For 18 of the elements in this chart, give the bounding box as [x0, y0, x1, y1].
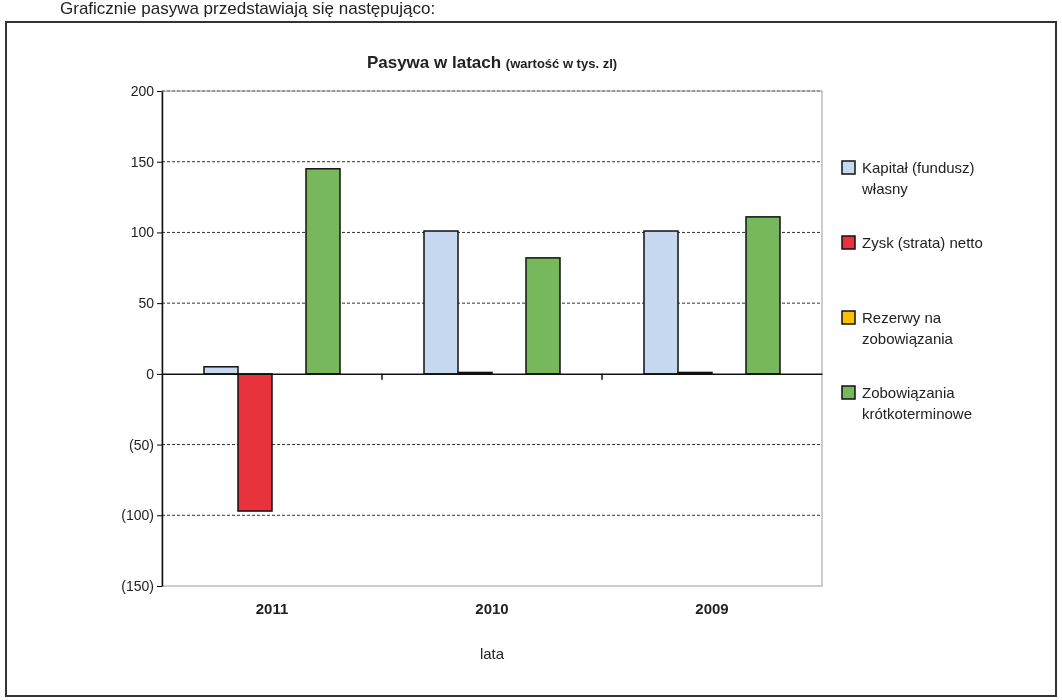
- legend-label: Kapitał (fundusz) własny: [861, 159, 975, 197]
- x-tick-label: 2010: [475, 600, 509, 617]
- x-tick-label: 2009: [695, 600, 729, 617]
- legend-label: Zobowiązania krótkoterminowe: [862, 384, 973, 422]
- text: Graficznie pasywa przedstawiają się następująco:: [60, 0, 436, 18]
- chart-title: Pasywa w latach (wartość w tys. zl): [366, 53, 618, 72]
- y-tick-label: 0: [146, 365, 155, 382]
- legend-label: Zysk (strata) netto: [862, 234, 983, 251]
- y-tick-label: (100): [121, 507, 154, 524]
- y-tick-label: 200: [130, 82, 155, 99]
- legend-label: Rezerwy na zobowiązania: [862, 309, 954, 347]
- x-tick-label: 2011: [255, 600, 289, 617]
- y-tick-label: 100: [130, 224, 155, 241]
- y-tick-label: 150: [130, 153, 155, 170]
- y-tick-label: (150): [121, 577, 154, 594]
- y-tick-label: (50): [129, 436, 154, 453]
- x-axis-title: lata: [479, 645, 505, 662]
- y-tick-label: 50: [138, 295, 155, 312]
